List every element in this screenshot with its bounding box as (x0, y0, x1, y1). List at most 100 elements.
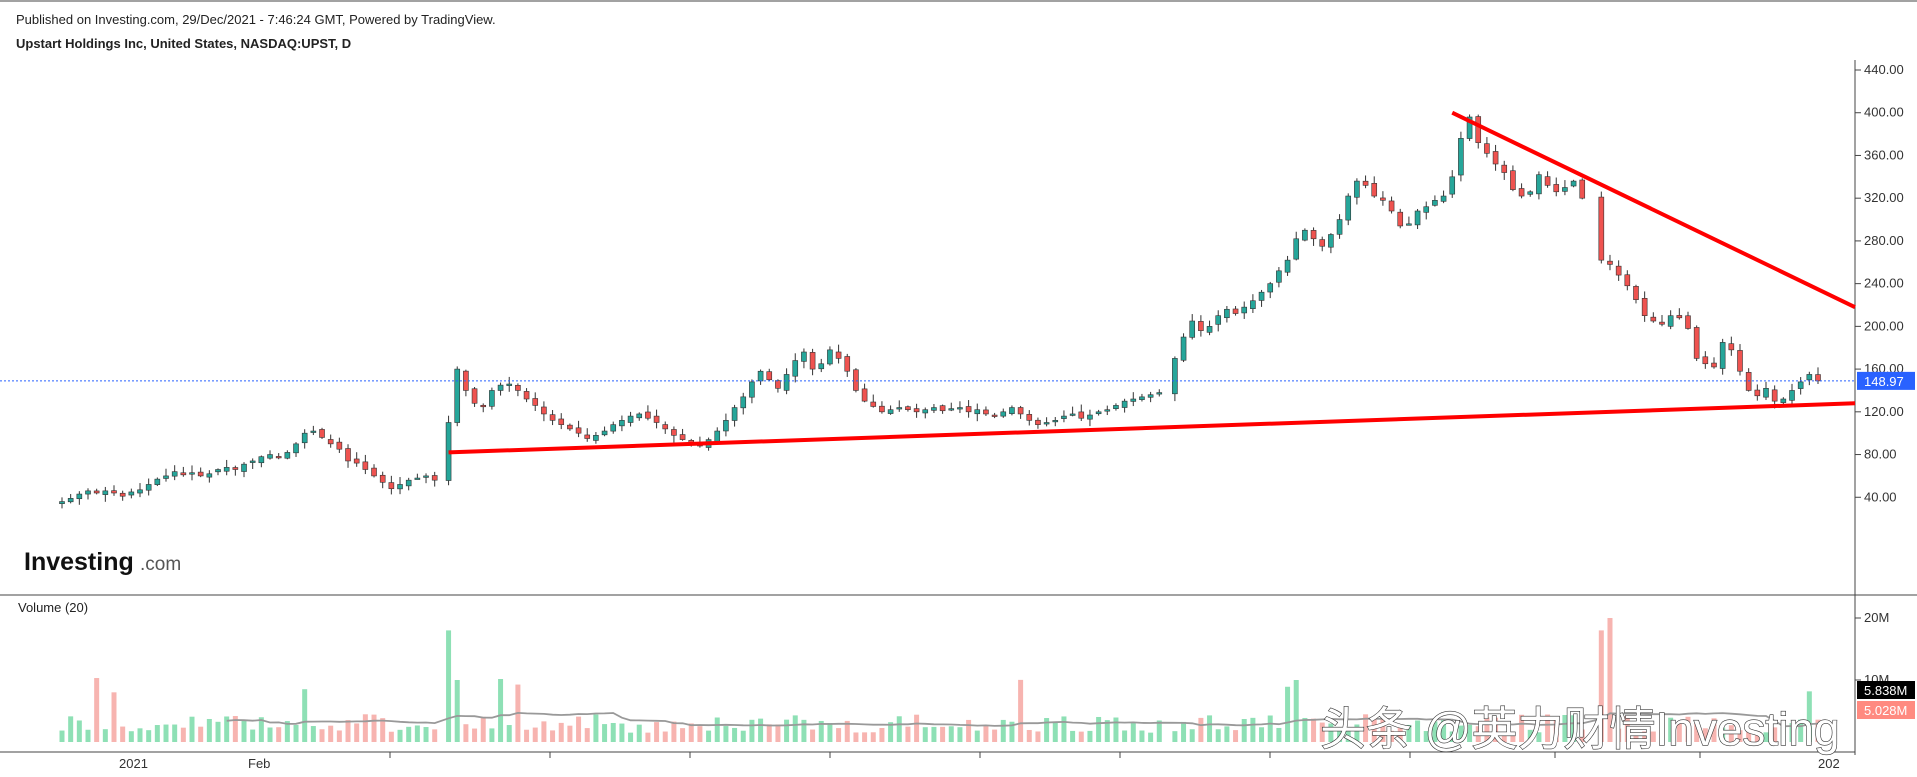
investing-logo: Investing .com (24, 548, 181, 576)
price-tick-label: 200.00 (1864, 318, 1904, 333)
volume-bar (853, 732, 859, 742)
candle (809, 348, 816, 376)
candle (1302, 228, 1308, 242)
volume-bar (1363, 714, 1369, 742)
candle (353, 452, 360, 467)
candle (284, 450, 291, 460)
price-tick-label: 360.00 (1864, 147, 1904, 162)
candle (853, 368, 859, 393)
volume-bar (463, 724, 469, 742)
volume-bar (371, 714, 377, 742)
volume-bar (414, 725, 420, 742)
volume-bar (163, 724, 169, 742)
volume-bar (1579, 729, 1585, 742)
candle (223, 459, 230, 476)
volume-bar (1241, 719, 1247, 742)
candle (1397, 208, 1404, 229)
volume-bar (1113, 717, 1119, 742)
volume-bar (1798, 719, 1804, 742)
volume-bar (1198, 717, 1204, 742)
candle (471, 387, 478, 407)
svg-text:.com: .com (140, 554, 181, 575)
candlestick-series (59, 114, 1821, 509)
volume-bar (576, 716, 582, 742)
candle (939, 404, 946, 414)
volume-bar (446, 630, 452, 742)
candle (1562, 180, 1568, 196)
volume-bar (1746, 729, 1752, 742)
volume-bar (1780, 726, 1786, 742)
volume-bar (671, 721, 677, 742)
volume-bar (1267, 715, 1273, 742)
candle (1078, 404, 1085, 421)
volume-bar (489, 728, 495, 742)
price-pane[interactable] (0, 0, 1917, 755)
volume-bar (498, 679, 504, 742)
candle (723, 413, 729, 437)
candle (749, 379, 755, 404)
volume-bar (784, 719, 790, 742)
candle (301, 429, 308, 449)
volume-bar (232, 716, 238, 742)
volume-bar (1562, 714, 1568, 742)
volume-bar (189, 716, 195, 742)
volume-bar (1207, 715, 1213, 742)
volume-bar (388, 731, 394, 742)
volume-bar (1737, 730, 1743, 742)
candle (1113, 403, 1119, 411)
candle (189, 465, 195, 481)
candle (154, 477, 161, 487)
volume-bar (1536, 732, 1542, 742)
volume-bar (610, 722, 616, 742)
volume-bar (931, 726, 937, 742)
candle (905, 405, 911, 412)
volume-bar (1328, 723, 1334, 742)
volume-bar (914, 714, 920, 742)
price-tick-label: 320.00 (1864, 190, 1904, 205)
candle (870, 394, 877, 408)
candle (1510, 165, 1516, 192)
candle (371, 464, 377, 478)
volume-bar (1493, 717, 1499, 742)
candle (163, 468, 169, 482)
volume-bar (1728, 725, 1734, 742)
volume-bar (1815, 719, 1821, 742)
candle (1035, 417, 1041, 429)
volume-bar (862, 732, 868, 742)
candle (740, 392, 747, 415)
volume-bar (567, 725, 573, 742)
volume-bar (636, 724, 642, 742)
volume-bar (1754, 731, 1760, 742)
candle (1139, 393, 1145, 402)
volume-bar (1130, 723, 1136, 742)
candle (835, 344, 842, 364)
svg-text:148.97: 148.97 (1864, 374, 1904, 389)
volume-bar (241, 719, 247, 742)
candle (1650, 312, 1657, 323)
volume-bar (1337, 728, 1343, 742)
volume-bar (628, 732, 634, 742)
candle (241, 462, 247, 478)
volume-bar (198, 726, 204, 742)
volume-bar (267, 727, 273, 742)
candle (1484, 137, 1490, 158)
candle (1380, 191, 1386, 206)
price-tick-label: 120.00 (1864, 404, 1904, 419)
volume-bar (810, 729, 816, 742)
candle (1052, 417, 1059, 427)
svg-text:5.838M: 5.838M (1864, 683, 1907, 698)
candle (1388, 196, 1395, 214)
candle (1789, 383, 1795, 405)
volume-bar (619, 723, 625, 742)
candle (783, 368, 790, 395)
candle (827, 346, 833, 366)
volume-bar (1380, 719, 1386, 742)
watermark-text: 头条 @英力财情Investing (1320, 703, 1840, 755)
volume-bar (1659, 727, 1665, 742)
candle (610, 421, 617, 434)
volume-bar (380, 718, 386, 742)
candle (1121, 398, 1128, 413)
volume-bar (1078, 731, 1084, 742)
volume-tick-label: 20M (1864, 610, 1889, 625)
candle (1276, 267, 1282, 288)
